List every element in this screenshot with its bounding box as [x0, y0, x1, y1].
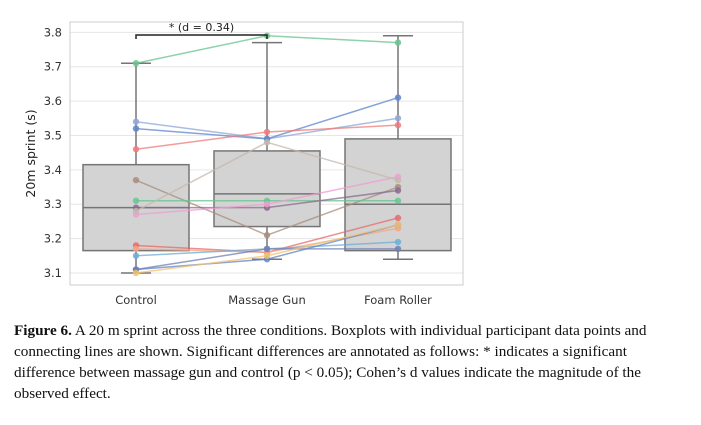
x-tick-labels: Control Massage Gun Foam Roller	[115, 293, 432, 307]
participant-point	[394, 245, 402, 253]
participant-point	[132, 118, 140, 125]
y-tick-labels: 3.1 3.2 3.3 3.4 3.5 3.6 3.7 3.8	[44, 25, 62, 280]
participant-point	[132, 197, 140, 204]
figure-caption: Figure 6. A 20 m sprint across the three…	[14, 320, 690, 404]
participant-point	[132, 60, 140, 67]
participant-point	[132, 176, 140, 184]
participant-point	[263, 245, 271, 253]
participant-point	[263, 128, 271, 136]
significance-annotation: * (d = 0.34)	[135, 21, 268, 39]
participant-point	[263, 201, 271, 208]
participant-point	[263, 231, 271, 239]
participant-point	[394, 238, 402, 246]
y-tick-label: 3.8	[44, 25, 62, 39]
x-tick-label: Control	[115, 293, 157, 307]
boxplot-control	[82, 62, 190, 274]
participant-point	[394, 221, 402, 229]
iqr-box	[213, 150, 321, 228]
participant-point	[132, 146, 140, 153]
boxplot-chart: 3.1 3.2 3.3 3.4 3.5 3.6 3.7 3.8 Control Massage …	[23, 21, 464, 307]
figure-6: 3.1 3.2 3.3 3.4 3.5 3.6 3.7 3.8 Control Massage …	[23, 21, 464, 307]
y-tick-label: 3.2	[44, 232, 62, 246]
participant-point	[263, 139, 271, 146]
participant-point	[132, 252, 140, 259]
participant-point	[394, 214, 402, 222]
participant-point	[394, 176, 402, 184]
y-tick-label: 3.4	[44, 163, 62, 177]
y-tick-label: 3.3	[44, 197, 62, 211]
x-tick-label: Massage Gun	[228, 293, 306, 307]
participant-point	[132, 125, 140, 132]
y-tick-label: 3.6	[44, 94, 62, 108]
significance-label: * (d = 0.34)	[169, 21, 234, 34]
caption-label: Figure 6.	[14, 322, 72, 339]
plot-frame	[69, 21, 464, 286]
participant-point	[132, 245, 140, 253]
participant-point	[132, 269, 140, 277]
participant-point	[394, 94, 402, 101]
x-tick-label: Foam Roller	[364, 293, 432, 307]
boxplot-massage-gun	[213, 41, 321, 260]
y-tick-label: 3.5	[44, 128, 62, 142]
participant-point	[394, 187, 402, 194]
participant-point	[132, 207, 140, 215]
participant-point	[394, 197, 402, 204]
participant-point	[394, 115, 402, 122]
caption-text: A 20 m sprint across the three condition…	[14, 322, 647, 402]
significance-bracket	[135, 34, 268, 39]
participant-points	[132, 32, 402, 277]
participant-point	[394, 39, 402, 46]
y-tick-label: 3.7	[44, 60, 62, 74]
y-axis-label: 20m sprint (s)	[23, 109, 38, 197]
participant-point	[394, 121, 402, 129]
participant-point	[263, 252, 271, 259]
y-tick-label: 3.1	[44, 266, 62, 280]
